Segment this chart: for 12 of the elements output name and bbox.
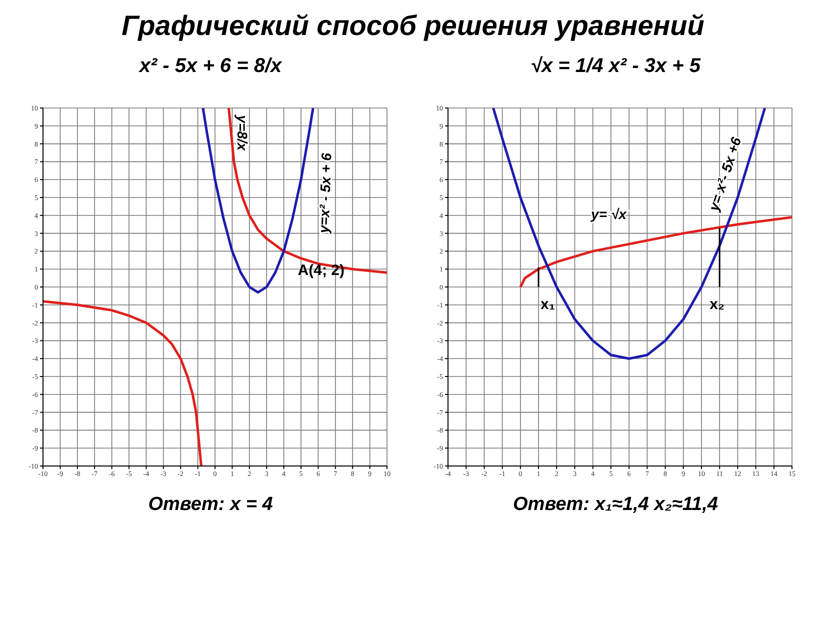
series-label: y= √x <box>590 206 628 222</box>
chart-subtitle: √x = 1/4 x² - 3x + 5 <box>530 54 700 79</box>
line-series <box>492 108 766 360</box>
text: y=x² - 5x + 6 <box>314 152 334 234</box>
text: Ответ: x = 4 <box>148 494 273 516</box>
text: Ответ: x₁≈1,4 x₂≈11,4 <box>513 494 718 516</box>
text: y= x²- 5x +6 <box>704 135 744 214</box>
text: y=8/x <box>234 114 250 152</box>
chart-subtitle: x² - 5x + 6 = 8/x <box>139 54 282 79</box>
annotation: x₂ <box>709 296 724 313</box>
chart-title: Графический способ решения уравнений <box>120 10 706 42</box>
annotation: x₁ <box>540 296 555 313</box>
